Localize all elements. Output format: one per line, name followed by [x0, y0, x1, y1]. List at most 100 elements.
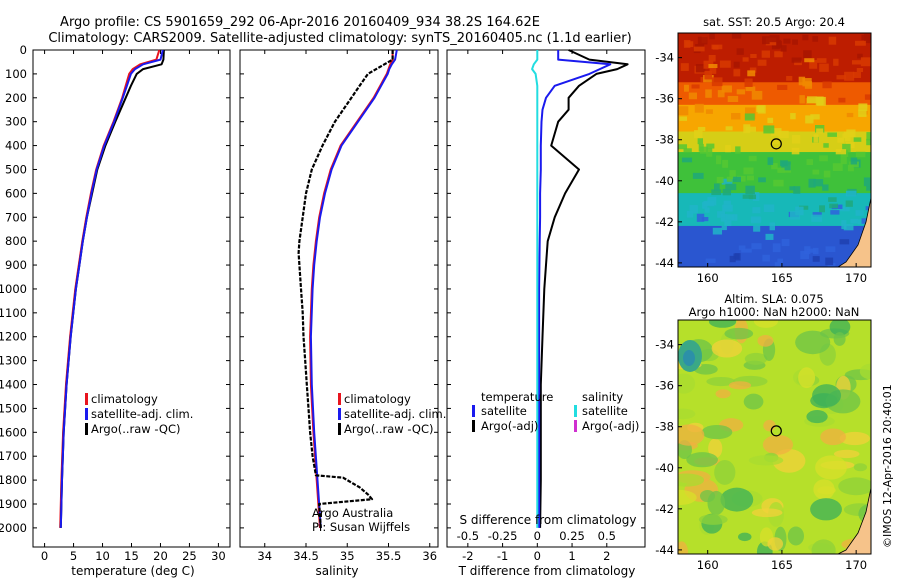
sla-blob	[737, 532, 752, 542]
sla-blob	[744, 352, 768, 365]
x-tick-label: -1	[497, 549, 508, 563]
sla-blob	[815, 455, 847, 480]
sst-speckle	[843, 131, 854, 138]
salinity-satellite-line	[309, 49, 398, 528]
sst-speckle	[840, 155, 847, 165]
sst-speckle	[703, 200, 715, 207]
sla-blob	[708, 438, 723, 459]
sst-speckle	[742, 194, 753, 199]
sla-blob	[686, 452, 718, 468]
sst-speckle	[770, 128, 782, 136]
sst-speckle	[799, 95, 805, 104]
sst-speckle	[694, 130, 703, 139]
sst-speckle	[780, 45, 787, 52]
imos-credit: ©IMOS 12-Apr-2016 20:40:01	[881, 384, 894, 548]
sst-speckle	[783, 38, 791, 44]
sst-speckle	[681, 157, 693, 163]
sst-speckle	[798, 76, 806, 86]
sst-speckle	[812, 169, 820, 175]
legend-t-argo-swatch	[472, 420, 475, 432]
t-difference-argo-line	[539, 49, 629, 528]
depth-tick-label: 700	[5, 210, 27, 224]
sst-speckle	[714, 183, 720, 191]
sst-speckle	[769, 222, 776, 231]
sla-blob	[757, 334, 774, 347]
x-tick-label: 0	[41, 549, 48, 563]
sst-speckle	[706, 143, 715, 149]
sst-speckle	[771, 163, 778, 170]
sst-speckle	[777, 258, 784, 264]
sst-speckle	[691, 84, 700, 89]
depth-tick-label: 400	[5, 139, 27, 153]
sst-speckle	[689, 205, 698, 214]
sst-speckle	[679, 116, 687, 121]
sst-speckle	[721, 225, 727, 231]
depth-tick-label: 2000	[0, 521, 27, 535]
x-tick-label: 25	[182, 549, 197, 563]
sst-speckle	[683, 84, 689, 92]
sst-speckle	[697, 36, 708, 45]
sst-speckle	[744, 78, 753, 87]
sst-speckle	[850, 157, 858, 165]
sst-speckle	[805, 115, 814, 124]
sst-speckle	[761, 50, 770, 58]
x-tick-label: 0	[534, 549, 541, 563]
sla-blob	[753, 320, 779, 328]
salinity-legend: climatology satellite-adj. clim. Argo(..…	[338, 392, 446, 436]
sst-speckle	[685, 41, 694, 48]
sst-speckle	[745, 126, 756, 132]
sst-speckle	[832, 163, 843, 172]
sst-speckle	[813, 134, 819, 143]
sla-blob	[678, 373, 696, 394]
sst-speckle	[724, 219, 732, 227]
depth-tick-label: 0	[20, 43, 27, 57]
sst-speckle	[802, 34, 809, 41]
sst-speckle	[837, 137, 844, 143]
depth-tick-label: 1500	[0, 401, 27, 415]
map-lat-label: -44	[655, 543, 674, 557]
map-lat-label: -42	[655, 502, 674, 516]
legend-climatology-swatch	[338, 393, 341, 405]
x-tick-label: -2	[462, 549, 473, 563]
sla-blob	[772, 449, 806, 473]
sst-speckle	[763, 204, 775, 213]
sst-speckle	[721, 85, 732, 93]
sla-blob	[798, 367, 816, 389]
sst-speckle	[725, 145, 731, 153]
sst-speckle	[706, 148, 713, 157]
sst-speckle	[703, 60, 714, 69]
sst-speckle	[708, 54, 716, 62]
sst-speckle	[847, 164, 854, 172]
float-position-marker	[770, 138, 782, 150]
sst-speckle	[794, 60, 802, 66]
sst-map-title: sat. SST: 20.5 Argo: 20.4	[703, 15, 845, 29]
sst-speckle	[778, 130, 789, 139]
sla-blob	[728, 381, 752, 390]
legend-salinity-title: salinity	[582, 390, 623, 404]
map-lon-label: 160	[697, 558, 719, 572]
sst-speckle	[711, 189, 722, 196]
sla-low-eddy-core	[683, 350, 695, 366]
legend-t-satellite-swatch	[472, 405, 475, 417]
x-tick-label: 10	[95, 549, 110, 563]
sla-blob	[839, 431, 870, 446]
depth-tick-label: 1000	[0, 282, 27, 296]
x-tick-label: 15	[124, 549, 139, 563]
sst-speckle	[866, 132, 871, 141]
sst-map-axes: 160 165 170 -34 -36 -38 -40 -42 -44	[655, 51, 867, 285]
legend-climatology-label: climatology	[344, 392, 411, 406]
x-axis-ticks: 0 5 10 15 20 25 30 34 34.5 35 35.5 36 -2 -1 0 1 2 -0.5 -0.…	[41, 50, 616, 563]
sst-speckle	[781, 238, 790, 247]
depth-tick-label: 900	[5, 258, 27, 272]
depth-tick-label: 1900	[0, 497, 27, 511]
legend-t-argo-label: Argo(-adj)	[481, 419, 538, 433]
sst-speckle	[708, 63, 718, 69]
sst-speckle	[781, 161, 791, 171]
depth-tick-label: 1600	[0, 425, 27, 439]
x-tick-label: 35	[340, 549, 355, 563]
legend-t-satellite-label: satellite	[481, 404, 527, 418]
sst-band	[678, 152, 871, 194]
sst-speckle	[733, 253, 740, 260]
sst-speckle	[845, 190, 857, 197]
sst-speckle	[836, 75, 847, 80]
